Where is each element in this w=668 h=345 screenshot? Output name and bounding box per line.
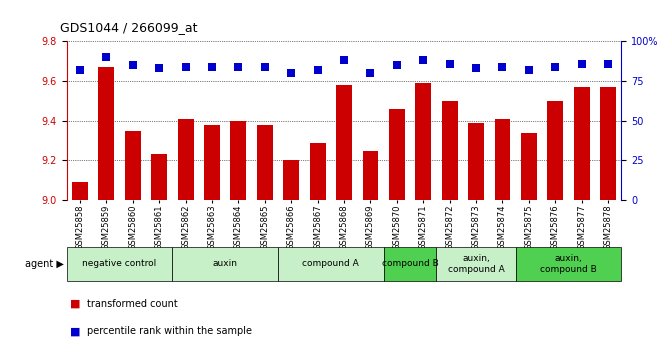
Point <box>365 70 376 76</box>
Bar <box>230 121 246 200</box>
Point <box>75 67 86 73</box>
Point <box>603 61 613 66</box>
Point <box>180 64 191 70</box>
Bar <box>574 87 590 200</box>
Text: negative control: negative control <box>82 259 157 268</box>
Point <box>576 61 587 66</box>
Bar <box>468 123 484 200</box>
Text: transformed count: transformed count <box>87 299 178 308</box>
Text: auxin,
compound A: auxin, compound A <box>448 254 504 274</box>
Text: GDS1044 / 266099_at: GDS1044 / 266099_at <box>60 21 198 34</box>
FancyBboxPatch shape <box>278 247 383 281</box>
Point <box>128 62 138 68</box>
Point <box>259 64 270 70</box>
Bar <box>494 119 510 200</box>
Point <box>471 66 482 71</box>
Text: auxin: auxin <box>212 259 238 268</box>
FancyBboxPatch shape <box>516 247 621 281</box>
Bar <box>336 85 352 200</box>
Bar <box>600 87 616 200</box>
Point <box>206 64 217 70</box>
Text: agent ▶: agent ▶ <box>25 259 63 269</box>
Point <box>286 70 297 76</box>
Bar <box>72 182 88 200</box>
Point <box>497 64 508 70</box>
Bar <box>151 155 167 200</box>
Bar <box>204 125 220 200</box>
Point <box>418 58 429 63</box>
Text: ■: ■ <box>70 326 81 336</box>
Point <box>391 62 402 68</box>
Point <box>312 67 323 73</box>
Point <box>233 64 244 70</box>
Bar <box>389 109 405 200</box>
FancyBboxPatch shape <box>67 247 172 281</box>
Bar <box>521 132 537 200</box>
Bar <box>125 131 141 200</box>
Bar <box>310 142 325 200</box>
Bar <box>98 67 114 200</box>
Bar <box>283 160 299 200</box>
FancyBboxPatch shape <box>383 247 436 281</box>
Bar <box>363 150 378 200</box>
Point <box>524 67 534 73</box>
FancyBboxPatch shape <box>172 247 278 281</box>
Text: ■: ■ <box>70 299 81 308</box>
Bar <box>547 101 563 200</box>
Bar <box>415 83 431 200</box>
Text: compound B: compound B <box>381 259 438 268</box>
Text: percentile rank within the sample: percentile rank within the sample <box>87 326 252 336</box>
Bar <box>257 125 273 200</box>
Point <box>444 61 455 66</box>
Point <box>154 66 164 71</box>
Bar <box>178 119 194 200</box>
FancyBboxPatch shape <box>436 247 516 281</box>
Text: auxin,
compound B: auxin, compound B <box>540 254 597 274</box>
Point <box>339 58 349 63</box>
Bar <box>442 101 458 200</box>
Point <box>550 64 560 70</box>
Text: compound A: compound A <box>303 259 359 268</box>
Point <box>101 55 112 60</box>
